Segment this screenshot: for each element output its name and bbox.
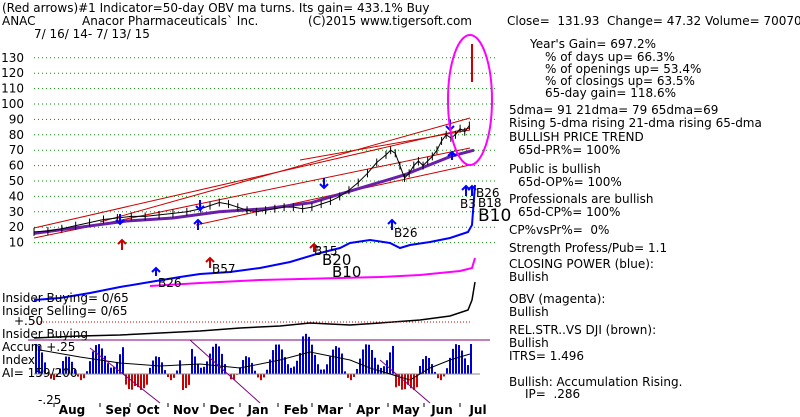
- y-tick-label: 110: [1, 82, 24, 96]
- x-axis: Aug Sep Oct Nov Dec Jan Feb Mar Apr May Jun Jul: [53, 403, 487, 417]
- accum-trendline-3: [379, 359, 431, 404]
- y-tick-label: 120: [1, 66, 24, 80]
- cp-vs-pr: CP%vsPr%= 0%: [509, 223, 610, 237]
- x-tick-label: Jun: [430, 403, 453, 417]
- signal-b26-top: B26: [476, 186, 500, 200]
- label-plus50: +.50: [14, 314, 44, 328]
- y-tick-label: 60: [9, 159, 24, 173]
- openings-up: % of openings up= 53.4%: [545, 62, 702, 76]
- date-range: 7/ 16/ 14- 7/ 13/ 15: [34, 27, 150, 41]
- accum-trendline-2: [189, 339, 261, 404]
- y-tick-label: 30: [9, 205, 24, 219]
- professionals-value: 65d-CP%= 100%: [518, 205, 621, 219]
- x-tick-label: May: [392, 403, 420, 417]
- x-tick-label: Feb: [284, 403, 309, 417]
- accum-trendline-1: [89, 347, 161, 404]
- signal-b10-big: B10: [478, 206, 512, 226]
- public-value: 65d-OP%= 100%: [518, 175, 622, 189]
- price-trend-title: BULLISH PRICE TREND: [509, 130, 644, 144]
- x-tick-label: Apr: [356, 403, 380, 417]
- relstr-line: [33, 281, 476, 339]
- y-tick-label: 50: [9, 174, 24, 188]
- quote-line: Close= 131.93 Change= 47.32 Volume= 7007…: [507, 14, 800, 28]
- x-tick-label: Mar: [317, 403, 343, 417]
- signal-b57: B57: [212, 262, 236, 276]
- dma-values: 5dma= 91 21dma= 79 65dma=69: [509, 103, 719, 117]
- obv-value: Bullish: [509, 305, 549, 319]
- closing-power-line: [33, 184, 476, 301]
- closing-power-title: CLOSING POWER (blue):: [509, 257, 654, 271]
- closing-power-value: Bullish: [509, 270, 549, 284]
- y-tick-label: 130: [1, 51, 24, 65]
- y-tick-label: 100: [1, 97, 24, 111]
- obv-line: [149, 257, 476, 287]
- x-tick-label: Aug: [59, 403, 85, 417]
- copyright: (C)2015 www.tigersoft.com: [308, 14, 472, 28]
- x-tick-label: Sep: [105, 403, 131, 417]
- relstr-title: REL.STR..VS DJI (brown):: [509, 323, 657, 337]
- days-up: % of days up= 66.3%: [545, 50, 675, 64]
- signal-b3: B3: [460, 197, 476, 211]
- highlight-ellipse: [447, 34, 493, 166]
- x-tick-label: Nov: [173, 403, 199, 417]
- ticker: ANAC: [2, 14, 36, 28]
- gain-65: 65-day gain= 118.6%: [545, 86, 677, 100]
- signal-b26-low: B26: [158, 276, 182, 290]
- y-tick-label: 80: [9, 128, 24, 142]
- insider-buying: Insider Buying= 0/65: [2, 291, 129, 305]
- ai-label: AI= 159/200: [2, 366, 78, 380]
- label-minus25: -.25: [38, 393, 62, 407]
- signal-b26-mid: B26: [394, 226, 418, 240]
- years-gain: Year's Gain= 697.2%: [530, 37, 656, 51]
- accum-ma-line: [39, 349, 471, 381]
- ip-value: IP= .286: [525, 387, 581, 401]
- signal-b20: B20: [322, 251, 352, 269]
- x-tick-label: Oct: [136, 403, 159, 417]
- y-tick-label: 90: [9, 112, 24, 126]
- itrs: ITRS= 1.496: [509, 349, 585, 363]
- x-tick-label: Jul: [468, 403, 486, 417]
- insider-buying-2: Insider Buying: [2, 327, 88, 341]
- relstr-value: Bullish: [509, 336, 549, 350]
- company-name: Anacor Pharmaceuticals` Inc.: [82, 14, 259, 28]
- public-title: Public is bullish: [509, 162, 601, 176]
- red-arrow-icons: [117, 238, 319, 268]
- accumulation-histogram: [35, 333, 472, 390]
- indicator-line: (Red arrows)#1 Indicator=50-day OBV ma t…: [2, 1, 430, 15]
- blue-arrow-icons: [115, 120, 477, 276]
- y-tick-label: 10: [9, 236, 24, 250]
- insider-selling: Insider Selling= 0/65: [2, 304, 128, 318]
- accum-label: Accum +.25: [2, 340, 76, 354]
- signal-b10-low: B10: [332, 263, 362, 281]
- accumulation-status: Bullish: Accumulation Rising.: [509, 375, 683, 389]
- y-tick-label: 20: [9, 220, 24, 234]
- closings-up: % of closings up= 63.5%: [545, 74, 695, 88]
- x-tick-label: Jan: [246, 403, 268, 417]
- y-tick-label: 70: [9, 143, 24, 157]
- professionals-title: Professionals are bullish: [509, 192, 654, 206]
- x-tick-label: Dec: [209, 403, 234, 417]
- y-tick-label: 40: [9, 189, 24, 203]
- signal-b15: B15: [314, 244, 338, 258]
- signal-b18: B18: [478, 196, 502, 210]
- index-label: Index: [2, 353, 36, 367]
- strength: Strength Profess/Pub= 1.1: [509, 241, 668, 255]
- price-trend-value: 65d-PR%= 100%: [518, 143, 621, 157]
- obv-title: OBV (magenta):: [509, 292, 606, 306]
- price-line: [33, 125, 470, 233]
- rising-dma: Rising 5-dma rising 21-dma rising 65-dma: [509, 116, 762, 130]
